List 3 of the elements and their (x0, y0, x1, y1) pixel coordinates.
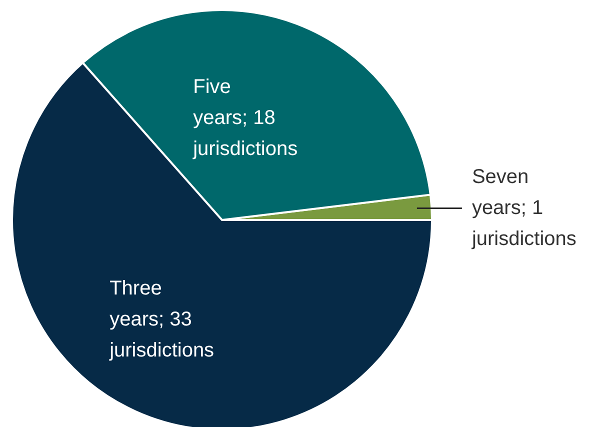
slice-label: Seven years; 1 jurisdictions (470, 166, 576, 250)
slice-label: Five years; 18 jurisdictions (192, 76, 298, 160)
slice-label: Three years; 33 jurisdictions (108, 278, 214, 362)
